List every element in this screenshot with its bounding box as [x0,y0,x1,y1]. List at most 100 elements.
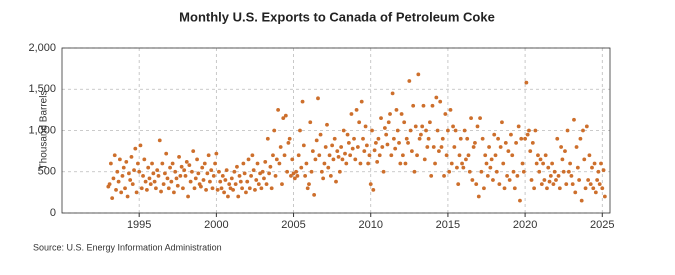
data-point [489,157,494,162]
data-point [514,140,518,145]
data-point [241,161,246,166]
data-point [430,103,435,108]
data-point [510,153,515,158]
data-point [142,157,147,162]
data-point [128,178,133,182]
data-point [184,159,189,164]
data-point [154,186,158,191]
data-point [437,149,441,154]
data-point [232,169,237,174]
data-point [124,159,129,164]
data-point [592,161,597,166]
data-point [123,186,127,191]
data-point [469,116,473,121]
data-point [431,145,436,149]
y-tick-label: 1,500 [28,83,56,95]
data-point [318,132,323,137]
data-point [555,136,560,141]
data-point [385,142,390,147]
data-point [204,188,208,192]
data-point [364,143,369,148]
data-point [267,171,272,176]
data-point [546,165,551,170]
data-point [449,161,454,166]
data-point [577,178,582,182]
data-point [323,145,328,149]
data-point [519,136,524,141]
x-tick-label: 2020 [513,219,537,231]
data-point [200,165,205,170]
y-tick-label: 1,000 [28,124,56,136]
data-point [341,128,346,133]
data-point [174,176,179,181]
data-point [379,116,383,121]
data-point [422,157,427,162]
data-point [391,136,396,141]
source-note: Source: U.S. Energy Information Administ… [33,242,222,252]
data-point [550,161,555,166]
data-point [328,173,333,178]
data-point [215,188,220,192]
data-point [110,196,115,201]
plot-frame [61,47,611,214]
data-point [294,169,299,174]
data-point [145,188,149,192]
data-point [244,190,248,195]
data-point [114,188,118,192]
data-point [570,182,575,187]
y-tick-label: 0 [50,207,56,219]
data-point [515,173,520,178]
data-point [188,179,193,184]
data-point [533,128,538,133]
data-point [160,161,165,166]
data-point [148,182,153,187]
data-point [537,169,542,174]
data-point [359,99,364,104]
data-point [370,128,374,133]
data-point [263,159,268,164]
x-tick-label: 2025 [590,219,614,231]
data-point [475,124,480,129]
data-point [335,149,340,154]
data-point [480,136,485,141]
data-point [590,165,594,170]
data-point [434,95,439,100]
data-point [353,157,358,162]
data-point [305,186,310,191]
data-point [282,153,287,158]
data-point [428,120,432,125]
data-point [591,186,596,191]
data-point [147,176,152,181]
data-point [260,169,265,174]
data-point [505,173,509,178]
data-point [465,136,470,141]
data-point [155,168,160,173]
data-point [237,173,242,178]
data-point [165,176,170,181]
data-point [227,182,232,187]
data-point [409,149,414,154]
data-point [497,182,502,187]
data-point [161,182,166,187]
data-point [129,155,134,159]
data-point [177,155,181,159]
data-point [536,153,540,158]
data-point [141,173,145,178]
data-point [488,165,493,170]
data-point [327,153,332,158]
data-point [210,186,215,191]
data-point [202,161,207,166]
data-point [547,179,552,184]
data-point [278,145,283,149]
data-point [390,91,395,96]
data-point [595,178,600,182]
data-point [240,186,244,191]
data-point [415,153,419,158]
data-point [487,145,491,149]
data-point [283,113,288,118]
data-point [470,178,475,182]
data-point [193,176,198,181]
data-point [406,140,410,145]
data-point [337,169,342,174]
data-point [411,103,416,108]
